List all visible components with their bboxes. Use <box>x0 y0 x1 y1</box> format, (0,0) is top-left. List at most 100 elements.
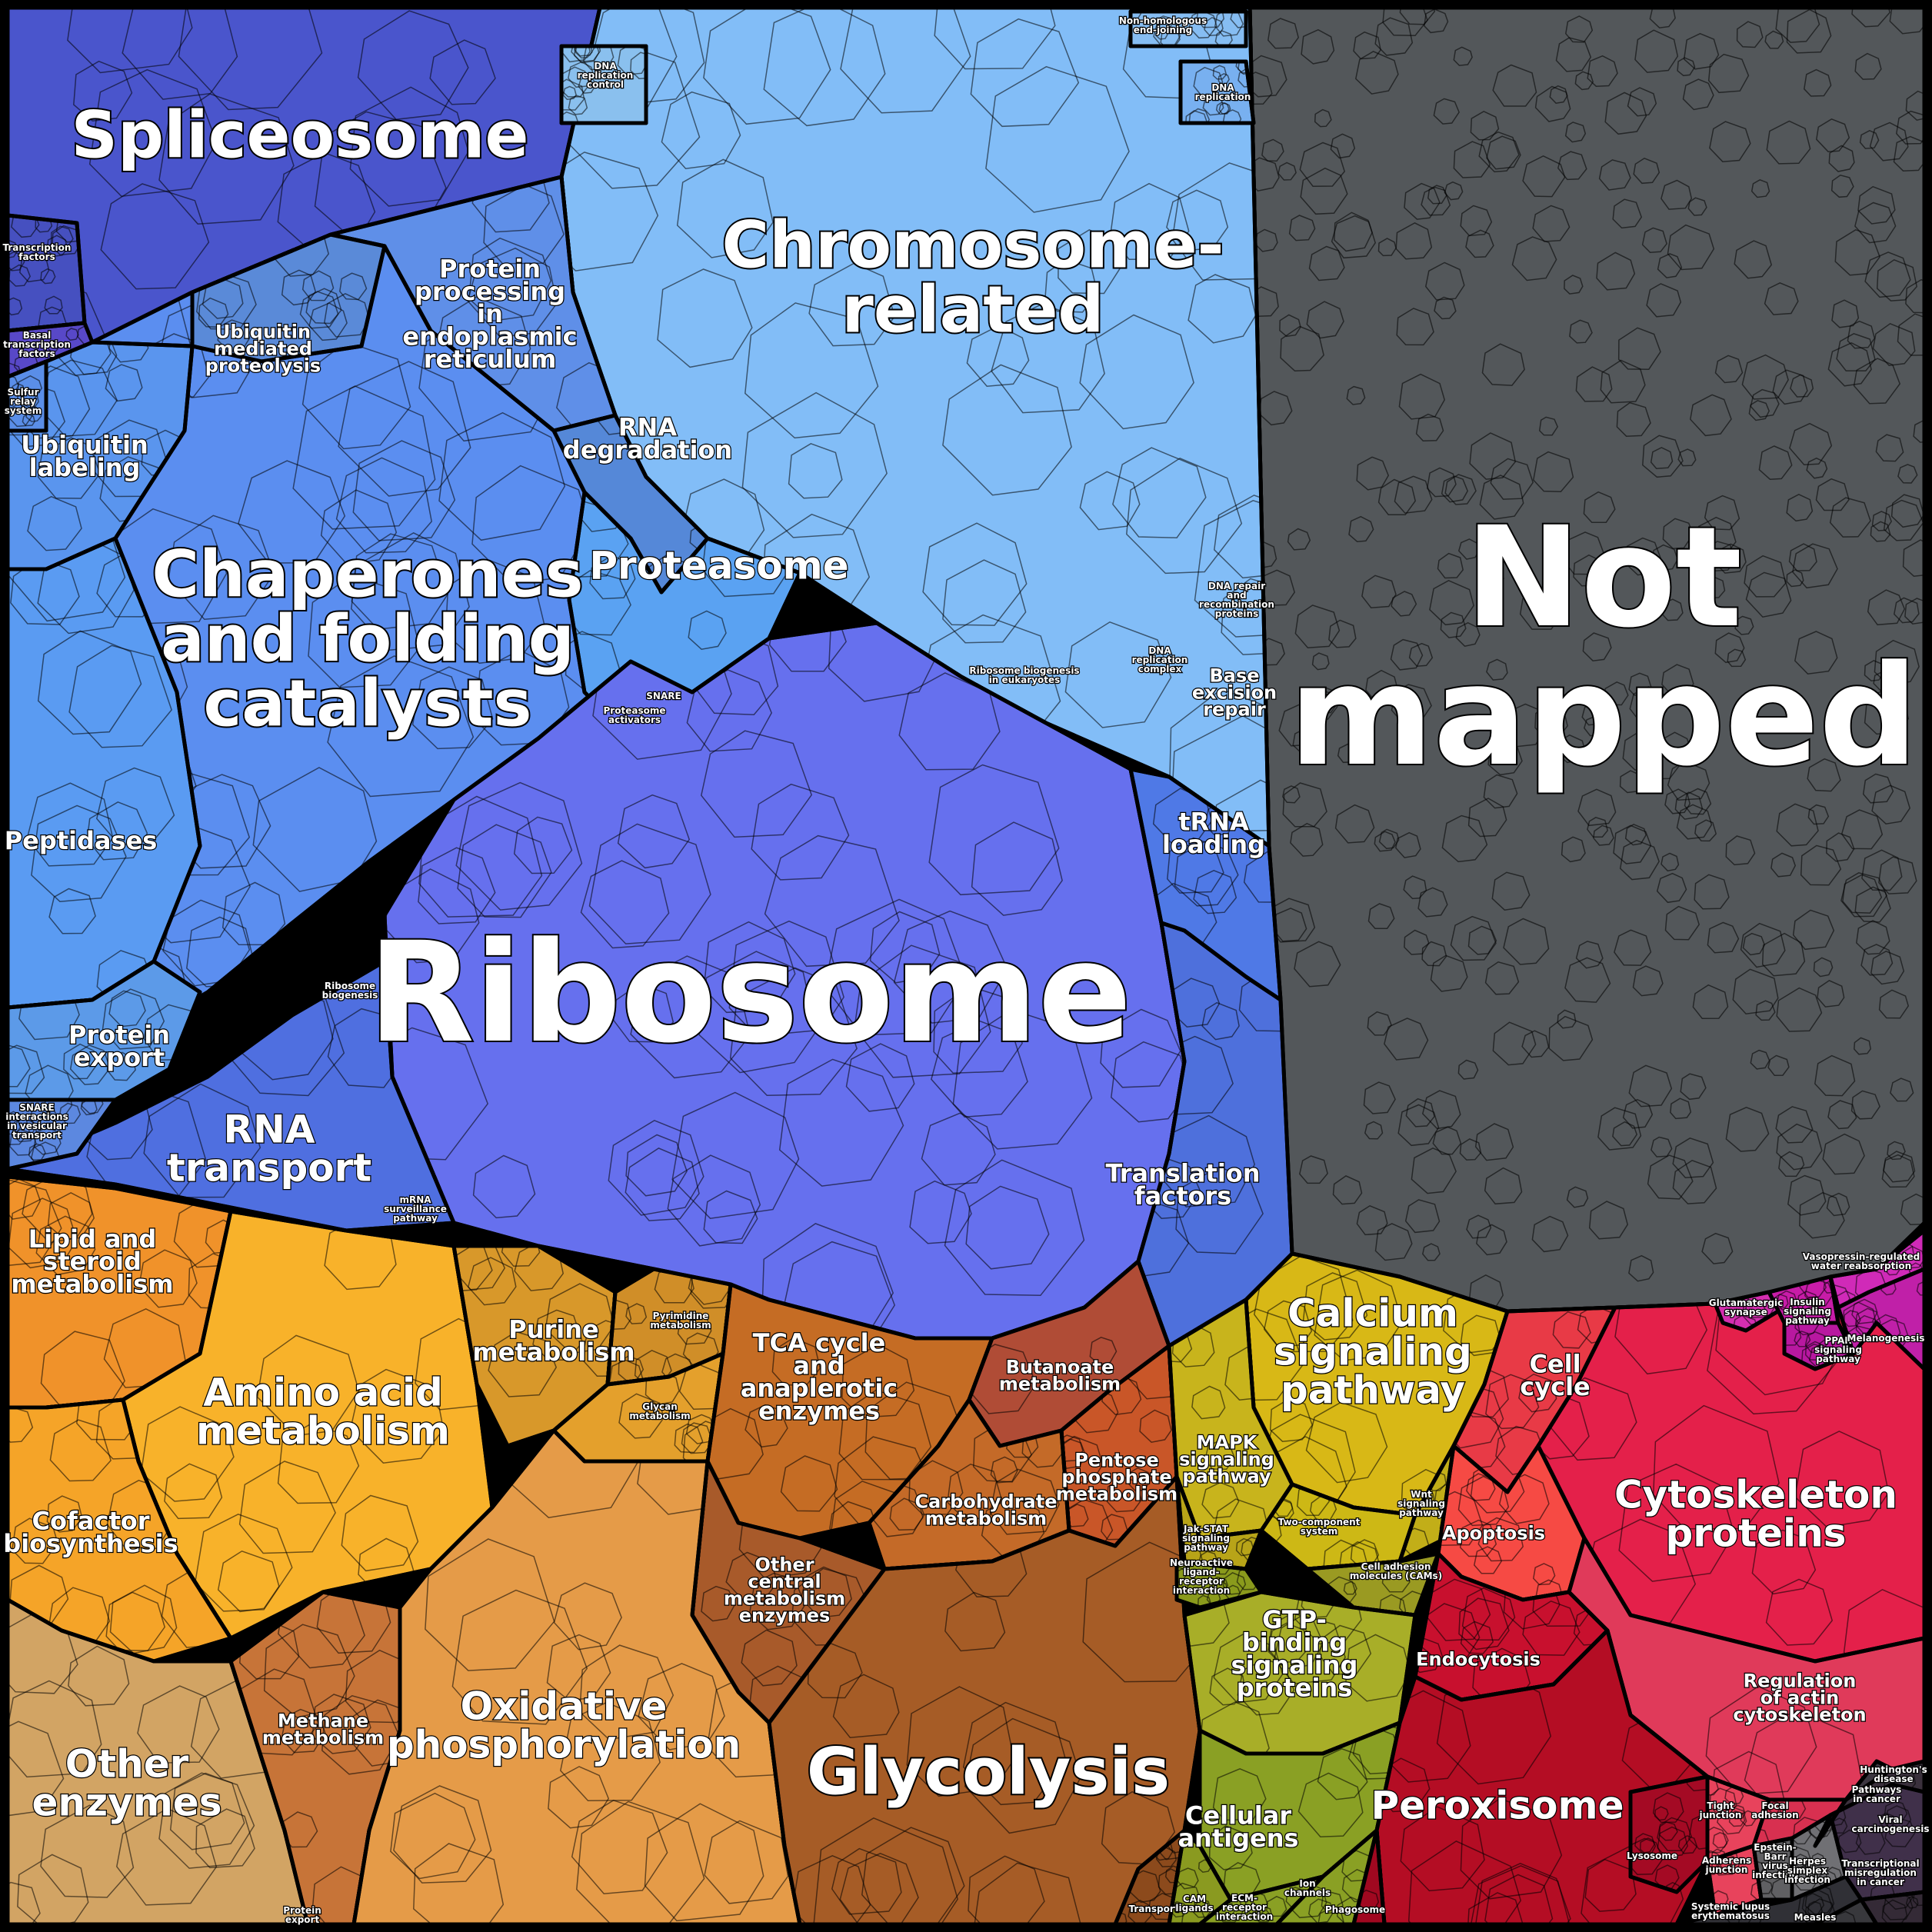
label-line: antigens <box>1178 1824 1298 1853</box>
label-line: surveillance <box>384 1204 447 1214</box>
label-line: mRNA <box>399 1194 431 1205</box>
label-line: ligands <box>1175 1903 1213 1914</box>
label-line: signaling <box>1784 1306 1831 1317</box>
label-line: degradation <box>563 435 732 465</box>
label-line: proteins <box>1237 1673 1352 1702</box>
label-line: Proteasome <box>589 544 848 588</box>
label-ion-channels: Ion channels <box>1284 1878 1331 1898</box>
region-lysosome <box>1628 1774 1710 1894</box>
label-line: Huntington's <box>1860 1764 1927 1775</box>
label-herpes: Herpes simplex infection <box>1784 1856 1830 1885</box>
label-line: DNA <box>594 61 617 72</box>
region-cells <box>435 177 615 431</box>
label-line: Insulin <box>1790 1297 1824 1307</box>
label-line: signaling <box>1179 1448 1274 1470</box>
label-line: Purine <box>508 1315 598 1344</box>
label-line: Not <box>1465 498 1742 658</box>
label-line: metabolism <box>11 1270 173 1299</box>
region-transcription-factors <box>5 213 87 333</box>
label-ribosome: Ribosome <box>368 913 1131 1074</box>
label-ubiquitin-proteolysis: Ubiquitin mediated proteolysis <box>205 321 321 376</box>
label-line: metabolism <box>724 1587 845 1609</box>
label-line: Glutamatergic <box>1709 1297 1784 1308</box>
label-line: cytoskeleton <box>1733 1704 1866 1726</box>
label-two-component: Two-component system <box>1278 1517 1361 1537</box>
label-line: Ribosome biogenesis <box>969 665 1079 676</box>
label-line: Systemic lupus <box>1691 1901 1770 1912</box>
label-snare-small: SNARE <box>646 691 681 701</box>
label-line: Epstein- <box>1754 1842 1796 1853</box>
label-line: DNA repair <box>1208 581 1265 591</box>
label-melanogenesis: Melanogenesis <box>1847 1333 1925 1344</box>
label-line: DNA <box>1211 82 1234 93</box>
label-line: related <box>841 271 1104 347</box>
label-ribosome-biogenesis-euk: Ribosome biogenesis in eukaryotes <box>969 665 1079 685</box>
label-line: water reabsorption <box>1811 1261 1911 1271</box>
label-line: cycle <box>1520 1372 1590 1401</box>
label-line: Tight <box>1707 1800 1734 1811</box>
label-protein-export: Protein export <box>68 1021 170 1072</box>
label-line: ligand- <box>1183 1567 1219 1577</box>
label-line: Calcium <box>1287 1291 1458 1336</box>
label-neuroactive: Neuroactive ligand-receptor interaction <box>1170 1557 1233 1596</box>
label-line: Protein <box>68 1021 170 1050</box>
region-glycolysis <box>767 1474 1202 1927</box>
label-line: pathway <box>1182 1466 1271 1487</box>
label-line: Lysosome <box>1627 1850 1677 1861</box>
label-line: proteins <box>1215 608 1258 619</box>
label-not-mapped: Not mapped <box>1289 498 1918 797</box>
label-line: central <box>748 1571 821 1592</box>
label-line: metabolism <box>629 1411 690 1421</box>
label-line: Glycolysis <box>807 1734 1170 1809</box>
label-pentose: Pentose phosphate metabolism <box>1056 1449 1178 1504</box>
label-carbohydrate: Carbohydrate metabolism <box>914 1491 1057 1529</box>
label-line: relay <box>10 396 36 407</box>
label-cofactor: Cofactor biosynthesis <box>3 1507 178 1558</box>
label-line: transport <box>12 1130 62 1141</box>
label-other-central: Other central metabolism enzymes <box>724 1554 845 1626</box>
label-line: signaling <box>1182 1533 1230 1544</box>
label-line: Cell adhesion <box>1361 1561 1431 1572</box>
label-line: Barr <box>1764 1851 1786 1862</box>
region-huntington <box>1844 1759 1894 1802</box>
label-line: and <box>1227 590 1246 601</box>
label-cam: Cell adhesion molecules (CAMs) <box>1350 1561 1442 1581</box>
label-line: infection <box>1784 1874 1830 1885</box>
region-cells <box>390 1431 800 1924</box>
label-line: erythematosus <box>1691 1910 1770 1921</box>
label-line: Ribosome <box>368 913 1131 1074</box>
label-line: endoplasmic <box>402 322 577 351</box>
label-line: Transport <box>1128 1904 1178 1914</box>
label-tight-junction: Tight junction <box>1699 1800 1742 1820</box>
label-line: Glycan <box>642 1401 678 1412</box>
region-snare <box>5 1098 118 1171</box>
label-line: receptor <box>1179 1576 1224 1587</box>
region-ppar <box>1782 1321 1856 1371</box>
label-line: enzymes <box>739 1605 831 1627</box>
label-dna-replication: DNA replication <box>1195 82 1251 102</box>
label-line: mapped <box>1289 636 1918 797</box>
label-line: in vesicular <box>7 1121 67 1131</box>
region-cells <box>8 982 200 1100</box>
region-cells <box>8 375 43 428</box>
label-line: SNARE <box>646 691 681 701</box>
label-viral-carcinogenesis: Viral carcinogenesis <box>1852 1814 1930 1834</box>
label-line: Ubiquitin <box>215 321 311 342</box>
label-cellular-antigens: Cellular antigens <box>1178 1801 1298 1853</box>
label-line: transcription <box>3 339 71 350</box>
label-line: Sulfur <box>8 387 39 398</box>
region-cam <box>1305 1551 1441 1617</box>
label-protein-export-small: Protein export <box>283 1905 321 1925</box>
label-line: ECM- <box>1231 1893 1257 1904</box>
label-measles: Measles <box>1794 1912 1837 1923</box>
label-translation-factors: Translation factors <box>1105 1159 1260 1211</box>
label-line: signaling <box>1231 1651 1358 1680</box>
label-dna-replication-control: DNA replication control <box>578 61 634 90</box>
label-line: signaling <box>1397 1498 1445 1509</box>
label-line: SNARE <box>19 1102 54 1113</box>
label-line: Other <box>65 1742 189 1787</box>
label-endocytosis: Endocytosis <box>1416 1648 1541 1670</box>
region-nhej <box>1128 9 1248 48</box>
region-protein-processing <box>328 175 618 433</box>
